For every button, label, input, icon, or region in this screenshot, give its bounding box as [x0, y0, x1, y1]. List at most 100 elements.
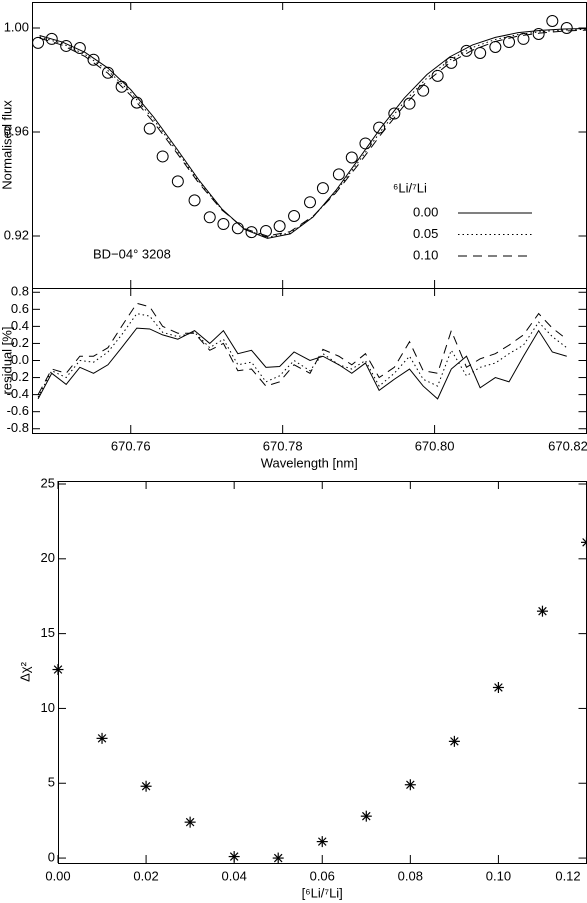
data-point: [388, 107, 401, 120]
y-axis-title: Normalised flux: [0, 100, 14, 190]
data-point: [532, 27, 545, 40]
x-tick-label: 0.00: [45, 868, 70, 883]
asterisk-stroke: [450, 737, 459, 746]
x-tick-label: 0.10: [486, 868, 511, 883]
data-point: [474, 46, 487, 59]
y-tick-label: 0.8: [11, 284, 29, 299]
data-point: [445, 56, 458, 69]
y-tick-label: 10: [41, 700, 55, 715]
data-point: [431, 69, 444, 82]
data-point: [404, 779, 416, 791]
model-line: [37, 313, 568, 398]
y-tick-label: -0.6: [7, 403, 29, 418]
x-tick-label: 0.06: [310, 868, 335, 883]
plot-area: [37, 302, 568, 400]
model-line: [39, 28, 587, 238]
data-point: [581, 536, 587, 548]
x-tick-label: 670.76: [111, 438, 151, 453]
model-line: [37, 327, 567, 400]
data-point: [140, 780, 152, 792]
data-point: [332, 168, 345, 181]
data-point: [360, 810, 372, 822]
data-point: [492, 681, 504, 693]
x-tick-label: 0.04: [222, 868, 247, 883]
asterisk-stroke: [185, 817, 195, 827]
data-point: [273, 220, 286, 233]
data-point: [536, 605, 548, 617]
data-point: [171, 175, 184, 188]
asterisk-stroke: [494, 683, 503, 692]
x-axis-title: [⁶Li/⁷Li]: [302, 885, 343, 900]
data-point: [217, 218, 230, 231]
data-point: [188, 194, 201, 207]
y-tick-label: -0.8: [7, 420, 29, 435]
asterisk-stroke: [317, 837, 327, 846]
annotation: BD−04° 3208: [93, 246, 171, 261]
asterisk-stroke: [53, 665, 63, 674]
y-axis-title: residual [%]: [0, 327, 14, 395]
data-point: [156, 150, 169, 163]
data-point: [87, 53, 100, 66]
data-point: [345, 151, 358, 164]
x-tick-label: 670.78: [263, 438, 303, 453]
y-axis-title: Δχ²: [17, 661, 32, 682]
plot-area: [32, 14, 587, 239]
y-tick-label: -0.2: [7, 369, 29, 384]
data-point: [560, 22, 573, 34]
data-point: [417, 84, 430, 97]
data-point: [184, 816, 196, 828]
data-point: [304, 196, 317, 209]
x-axis-title: Wavelength [nm]: [261, 455, 358, 470]
x-tick-label: 670.82: [548, 438, 587, 453]
asterisk-stroke: [229, 852, 239, 861]
legend-label: 0.05: [413, 226, 438, 241]
data-point: [143, 122, 156, 135]
y-tick-label: 0.6: [11, 301, 29, 316]
asterisk-stroke: [273, 853, 283, 863]
data-point: [228, 851, 240, 863]
data-point: [203, 211, 216, 224]
data-point: [489, 40, 502, 53]
data-point: [231, 222, 244, 235]
model-line: [39, 29, 587, 237]
asterisk-stroke: [538, 606, 547, 616]
x-tick-label: 0.02: [133, 868, 158, 883]
legend-title: ⁶Li/⁷Li: [393, 180, 427, 195]
asterisk-stroke: [362, 811, 371, 821]
data-point: [316, 182, 329, 195]
data-point: [45, 32, 58, 45]
data-point: [96, 732, 108, 744]
y-tick-label: 1.00: [4, 19, 29, 34]
plot-frame: [58, 481, 587, 864]
data-point: [517, 32, 530, 45]
model-line: [39, 28, 587, 239]
y-tick-label: 0.2: [11, 335, 29, 350]
data-point: [288, 209, 301, 222]
y-tick-label: 0.0: [11, 352, 29, 367]
data-point: [316, 836, 328, 848]
data-point: [245, 226, 258, 239]
x-tick-label: 670.80: [415, 438, 455, 453]
y-tick-label: 5: [48, 775, 55, 790]
data-point: [259, 225, 272, 238]
data-point: [546, 14, 559, 27]
x-tick-label: 0.08: [398, 868, 423, 883]
y-tick-label: 20: [41, 550, 55, 565]
y-tick-label: 0.96: [4, 123, 29, 138]
data-point: [448, 735, 460, 747]
data-point: [272, 852, 284, 864]
model-line: [37, 302, 568, 395]
y-tick-label: 25: [41, 475, 55, 490]
y-tick-label: -0.4: [7, 386, 29, 401]
y-tick-label: 15: [41, 625, 55, 640]
data-point: [32, 36, 45, 49]
legend-label: 0.00: [413, 204, 438, 219]
y-tick-label: 0.4: [11, 318, 29, 333]
asterisk-stroke: [97, 734, 107, 743]
asterisk-stroke: [141, 781, 151, 791]
data-point: [403, 97, 416, 110]
x-tick-label: 0.12: [555, 868, 580, 883]
data-point: [52, 664, 64, 676]
plot-frame: [32, 288, 587, 434]
